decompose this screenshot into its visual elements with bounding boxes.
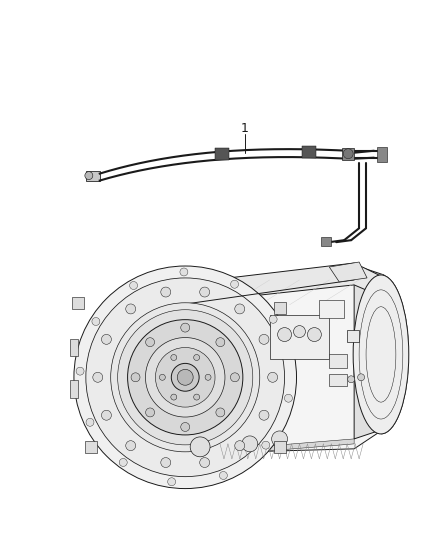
- Circle shape: [235, 441, 245, 450]
- Bar: [72, 297, 84, 309]
- Circle shape: [102, 410, 111, 420]
- Circle shape: [200, 287, 210, 297]
- Bar: [274, 302, 286, 314]
- Circle shape: [259, 410, 269, 420]
- Circle shape: [357, 374, 364, 381]
- Bar: [329, 354, 347, 368]
- Circle shape: [205, 374, 211, 380]
- Polygon shape: [170, 439, 354, 459]
- Circle shape: [161, 457, 171, 467]
- Circle shape: [131, 373, 140, 382]
- Circle shape: [284, 394, 293, 402]
- Circle shape: [159, 374, 165, 380]
- Circle shape: [181, 323, 190, 332]
- Circle shape: [190, 437, 210, 457]
- Circle shape: [348, 376, 355, 383]
- Circle shape: [145, 337, 225, 417]
- Circle shape: [111, 303, 260, 452]
- Circle shape: [200, 457, 210, 467]
- Polygon shape: [354, 265, 401, 439]
- Polygon shape: [150, 265, 394, 454]
- Bar: [70, 338, 78, 357]
- Circle shape: [194, 354, 200, 360]
- Polygon shape: [170, 263, 389, 305]
- Circle shape: [145, 408, 155, 417]
- Bar: [86, 171, 100, 181]
- Bar: [377, 147, 387, 161]
- Circle shape: [194, 394, 200, 400]
- Circle shape: [155, 348, 215, 407]
- Circle shape: [118, 310, 253, 445]
- Circle shape: [262, 441, 270, 449]
- Circle shape: [180, 268, 188, 276]
- Circle shape: [92, 318, 100, 326]
- Circle shape: [130, 281, 138, 289]
- Bar: [274, 441, 286, 453]
- Circle shape: [127, 320, 243, 435]
- Circle shape: [161, 287, 171, 297]
- Circle shape: [126, 441, 136, 450]
- Bar: [85, 441, 97, 453]
- Circle shape: [168, 478, 176, 486]
- Circle shape: [171, 394, 177, 400]
- Bar: [319, 300, 344, 318]
- Circle shape: [307, 328, 321, 342]
- Bar: [270, 314, 329, 359]
- Circle shape: [126, 304, 136, 314]
- Bar: [70, 380, 78, 398]
- Bar: [321, 237, 331, 246]
- Circle shape: [269, 316, 277, 324]
- Circle shape: [102, 334, 111, 344]
- Circle shape: [343, 149, 353, 159]
- Circle shape: [86, 278, 285, 477]
- Bar: [303, 146, 316, 158]
- Circle shape: [216, 408, 225, 417]
- Circle shape: [74, 266, 297, 489]
- Bar: [329, 374, 347, 386]
- Circle shape: [145, 338, 155, 346]
- Circle shape: [230, 373, 240, 382]
- Circle shape: [76, 367, 84, 375]
- Text: 1: 1: [241, 123, 249, 135]
- Bar: [347, 329, 359, 342]
- Polygon shape: [329, 262, 367, 282]
- Circle shape: [171, 364, 199, 391]
- Ellipse shape: [353, 275, 409, 434]
- Circle shape: [93, 373, 103, 382]
- Circle shape: [242, 436, 258, 452]
- Circle shape: [230, 280, 239, 288]
- Circle shape: [278, 328, 292, 342]
- Circle shape: [85, 172, 93, 180]
- Circle shape: [119, 458, 127, 466]
- Circle shape: [268, 373, 278, 382]
- Circle shape: [235, 304, 245, 314]
- Bar: [342, 148, 354, 160]
- Circle shape: [219, 472, 227, 480]
- Circle shape: [293, 326, 305, 337]
- Circle shape: [181, 423, 190, 431]
- Circle shape: [216, 338, 225, 346]
- Circle shape: [259, 334, 269, 344]
- Bar: [215, 148, 229, 160]
- Circle shape: [272, 431, 288, 447]
- Circle shape: [86, 418, 94, 426]
- Circle shape: [177, 369, 193, 385]
- Circle shape: [171, 354, 177, 360]
